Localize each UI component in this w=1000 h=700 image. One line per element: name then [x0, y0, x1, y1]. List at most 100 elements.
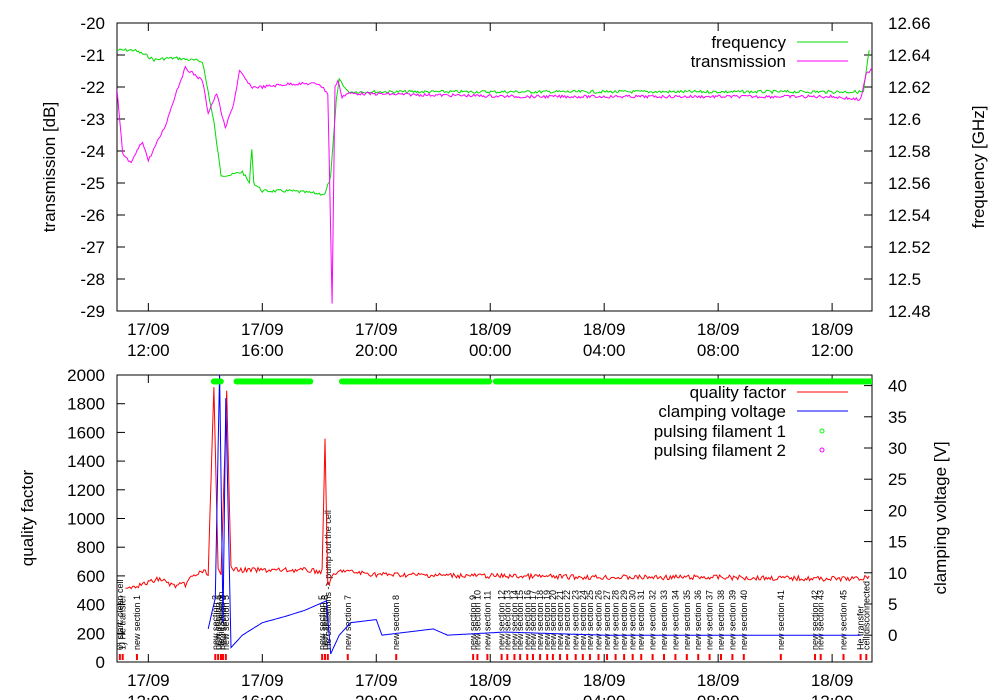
annotation-label: new section 20 — [548, 590, 558, 650]
y2-tick-label: 12.64 — [888, 46, 931, 65]
legend-label-frequency: frequency — [711, 33, 786, 52]
pulsing-filament-1-point — [867, 378, 872, 385]
x-tick-date: 17/09 — [241, 671, 284, 690]
bottom-y2-axis: 40 35 30 25 20 15 10 5 0 — [864, 377, 907, 645]
y2-tick-label: 12.62 — [888, 78, 931, 97]
bottom-x-axis: 17/09 12:00 17/09 16:00 17/09 20:00 18/09 00:00… — [127, 375, 853, 700]
y2-tick-label: 12.6 — [888, 110, 921, 129]
bottom-chart: 17/09 12:00 17/09 16:00 17/09 20:00 18/09 00:00… — [18, 366, 950, 700]
legend-label-pulsing-filament-1: pulsing filament 1 — [654, 422, 786, 441]
y-tick-label: 1800 — [67, 395, 105, 414]
x-tick-time: 12:00 — [811, 341, 854, 360]
x-tick-date: 18/09 — [469, 320, 512, 339]
annotation-label: new section 14 — [509, 590, 519, 650]
x-tick-time: 12:00 — [811, 692, 854, 700]
y2-tick-label: 30 — [888, 439, 907, 458]
y2-tick-label: 10 — [888, 564, 907, 583]
y2-tick-label: 12.58 — [888, 142, 931, 161]
y-tick-label: 2000 — [67, 366, 105, 385]
annotation-label: new section 43 — [816, 590, 826, 650]
annotation-label: new section 23 — [571, 590, 581, 650]
x-tick-date: 17/09 — [355, 671, 398, 690]
pulsing-filament-1-point — [307, 378, 314, 385]
annotation-label: He transfer — [856, 605, 866, 650]
annotation-label: new section 9 — [468, 595, 478, 650]
annotation-label: new section 19 — [542, 590, 552, 650]
y2-tick-label: 12.66 — [888, 14, 931, 33]
y2-tick-label: 20 — [888, 501, 907, 520]
annotation-label: new section 38 — [716, 590, 726, 650]
x-tick-date: 18/09 — [811, 671, 854, 690]
bottom-series-group — [125, 375, 872, 655]
annotation-label: new section 41 — [776, 590, 786, 650]
x-tick-time: 08:00 — [697, 692, 740, 700]
x-tick-time: 16:00 — [241, 692, 284, 700]
top-y-axis-label: transmission [dB] — [40, 102, 59, 232]
annotation-label: new section 25 — [585, 590, 595, 650]
x-tick-date: 17/09 — [355, 320, 398, 339]
legend-marker-pulsing-filament-1 — [819, 428, 825, 434]
annotation-label: new section 29 — [619, 590, 629, 650]
y-tick-label: -21 — [80, 46, 105, 65]
x-tick-date: 18/09 — [697, 671, 740, 690]
y-tick-label: -29 — [80, 302, 105, 321]
y2-tick-label: 40 — [888, 377, 907, 396]
annotation-label: new section 12 — [497, 590, 507, 650]
y2-tick-label: 12.54 — [888, 206, 931, 225]
annotation-label: new section 16 — [522, 590, 532, 650]
y-tick-label: 0 — [96, 653, 105, 672]
x-tick-time: 04:00 — [583, 341, 626, 360]
annotation-label: new section 36 — [693, 590, 703, 650]
legend-label-clamping-voltage: clamping voltage — [658, 402, 786, 421]
x-tick-time: 20:00 — [355, 341, 398, 360]
annotation-label: 0) start: clean cell — [115, 579, 125, 650]
annotation-label: new section 18 — [535, 590, 545, 650]
annotation-label: new section 42 — [810, 590, 820, 650]
annotation-label: new section 22 — [562, 590, 572, 650]
x-tick-time: 08:00 — [697, 341, 740, 360]
annotation-label: new section 8 — [391, 595, 401, 650]
annotation-label: new section 21 — [555, 590, 565, 650]
y-tick-label: 200 — [77, 624, 105, 643]
x-tick-date: 18/09 — [811, 320, 854, 339]
annotation-label: new section 10 — [472, 590, 482, 650]
annotation-label: new section 39 — [727, 590, 737, 650]
annotation-label: new section 37 — [705, 590, 715, 650]
quality-factor-line — [125, 387, 870, 590]
y-tick-label: -23 — [80, 110, 105, 129]
bottom-y-axis-label: quality factor — [18, 469, 37, 566]
x-tick-time: 00:00 — [469, 692, 512, 700]
annotation-label: new section 26 — [594, 590, 604, 650]
top-y-axis: -20 -21 -22 -23 -24 -25 -26 -27 -28 -29 — [80, 14, 125, 321]
x-tick-date: 17/09 — [127, 671, 170, 690]
y-tick-label: 1000 — [67, 510, 105, 529]
y-tick-label: 600 — [77, 567, 105, 586]
annotation-label: new section 33 — [659, 590, 669, 650]
y-tick-label: 1200 — [67, 481, 105, 500]
x-tick-date: 18/09 — [583, 320, 626, 339]
bottom-y2-axis-label: clamping voltage [V] — [931, 441, 950, 594]
annotation-label: new section 7 — [343, 595, 353, 650]
top-x-axis: 17/09 12:00 17/09 16:00 17/09 20:00 18/09 00:00… — [127, 23, 853, 360]
top-chart: 17/09 12:00 17/09 16:00 17/09 20:00 18/09 00:00… — [40, 14, 988, 360]
y2-tick-label: 12.56 — [888, 174, 931, 193]
y2-tick-label: 12.48 — [888, 302, 931, 321]
x-tick-date: 18/09 — [469, 671, 512, 690]
annotation-label: new section 31 — [636, 590, 646, 650]
annotation-label: new section 5 — [317, 595, 327, 650]
y2-tick-label: 5 — [888, 595, 897, 614]
y2-tick-label: 35 — [888, 408, 907, 427]
annotation-label: new section 35 — [682, 590, 692, 650]
top-plot-frame — [116, 22, 873, 312]
annotation-label: new section 28 — [611, 590, 621, 650]
y2-tick-label: 25 — [888, 470, 907, 489]
y-tick-label: 1400 — [67, 452, 105, 471]
top-y2-axis: 12.66 12.64 12.62 12.6 12.58 12.56 12.54 12.52 1… — [864, 14, 931, 321]
annotation-label: new section 40 — [739, 590, 749, 650]
pulsing-filament-1-point — [217, 378, 224, 385]
annotation-label: new section 11 — [482, 591, 492, 650]
annotation-label: new section 32 — [648, 590, 658, 650]
transmission-line — [117, 65, 872, 304]
